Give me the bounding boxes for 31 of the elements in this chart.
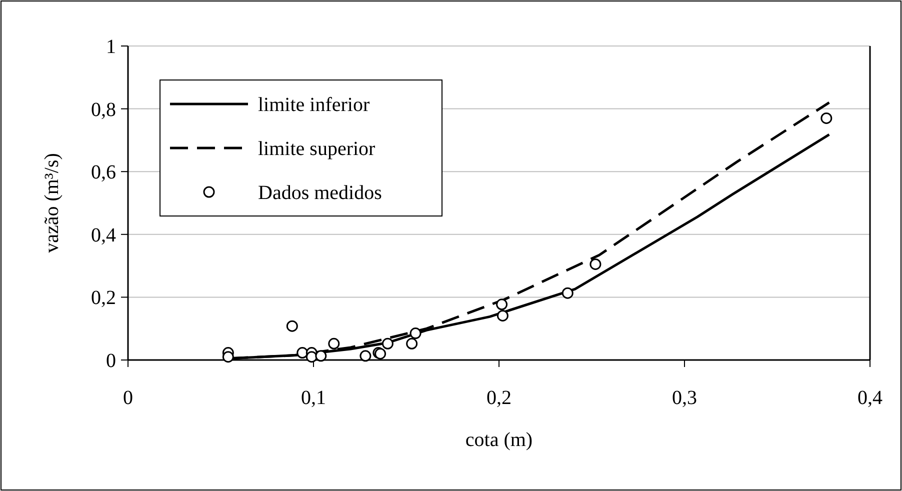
point bbox=[410, 328, 422, 340]
point bbox=[286, 320, 298, 332]
point bbox=[406, 338, 418, 350]
y-tick-label: 0,4 bbox=[91, 224, 116, 246]
point bbox=[222, 351, 234, 363]
y-axis-title: vazão (m³/s) bbox=[41, 153, 63, 253]
y-tick-label: 0,6 bbox=[91, 162, 116, 184]
point bbox=[306, 351, 318, 363]
legend-label: limite superior bbox=[258, 138, 376, 160]
point bbox=[315, 350, 327, 362]
point bbox=[328, 338, 340, 350]
point bbox=[382, 338, 394, 350]
x-tick-label: 0,2 bbox=[486, 387, 512, 409]
x-tick-label: 0,1 bbox=[301, 387, 326, 409]
x-tick-label: 0,3 bbox=[672, 387, 697, 409]
x-axis-title: cota (m) bbox=[465, 429, 533, 451]
x-tick-label: 0,4 bbox=[858, 387, 882, 409]
point bbox=[496, 310, 508, 322]
y-tick-label: 0 bbox=[106, 350, 116, 372]
legend-label: limite inferior bbox=[258, 94, 370, 116]
legend-label: Dados medidos bbox=[258, 182, 382, 204]
point bbox=[820, 112, 832, 124]
y-tick-label: 1 bbox=[106, 36, 116, 58]
y-tick-label: 0,2 bbox=[91, 287, 116, 310]
y-tick-label: 0,8 bbox=[91, 98, 116, 121]
point bbox=[296, 347, 308, 359]
x-tick-label: 0 bbox=[123, 387, 133, 409]
point bbox=[496, 298, 508, 310]
point bbox=[590, 258, 602, 270]
point bbox=[562, 287, 574, 299]
point bbox=[360, 350, 372, 362]
